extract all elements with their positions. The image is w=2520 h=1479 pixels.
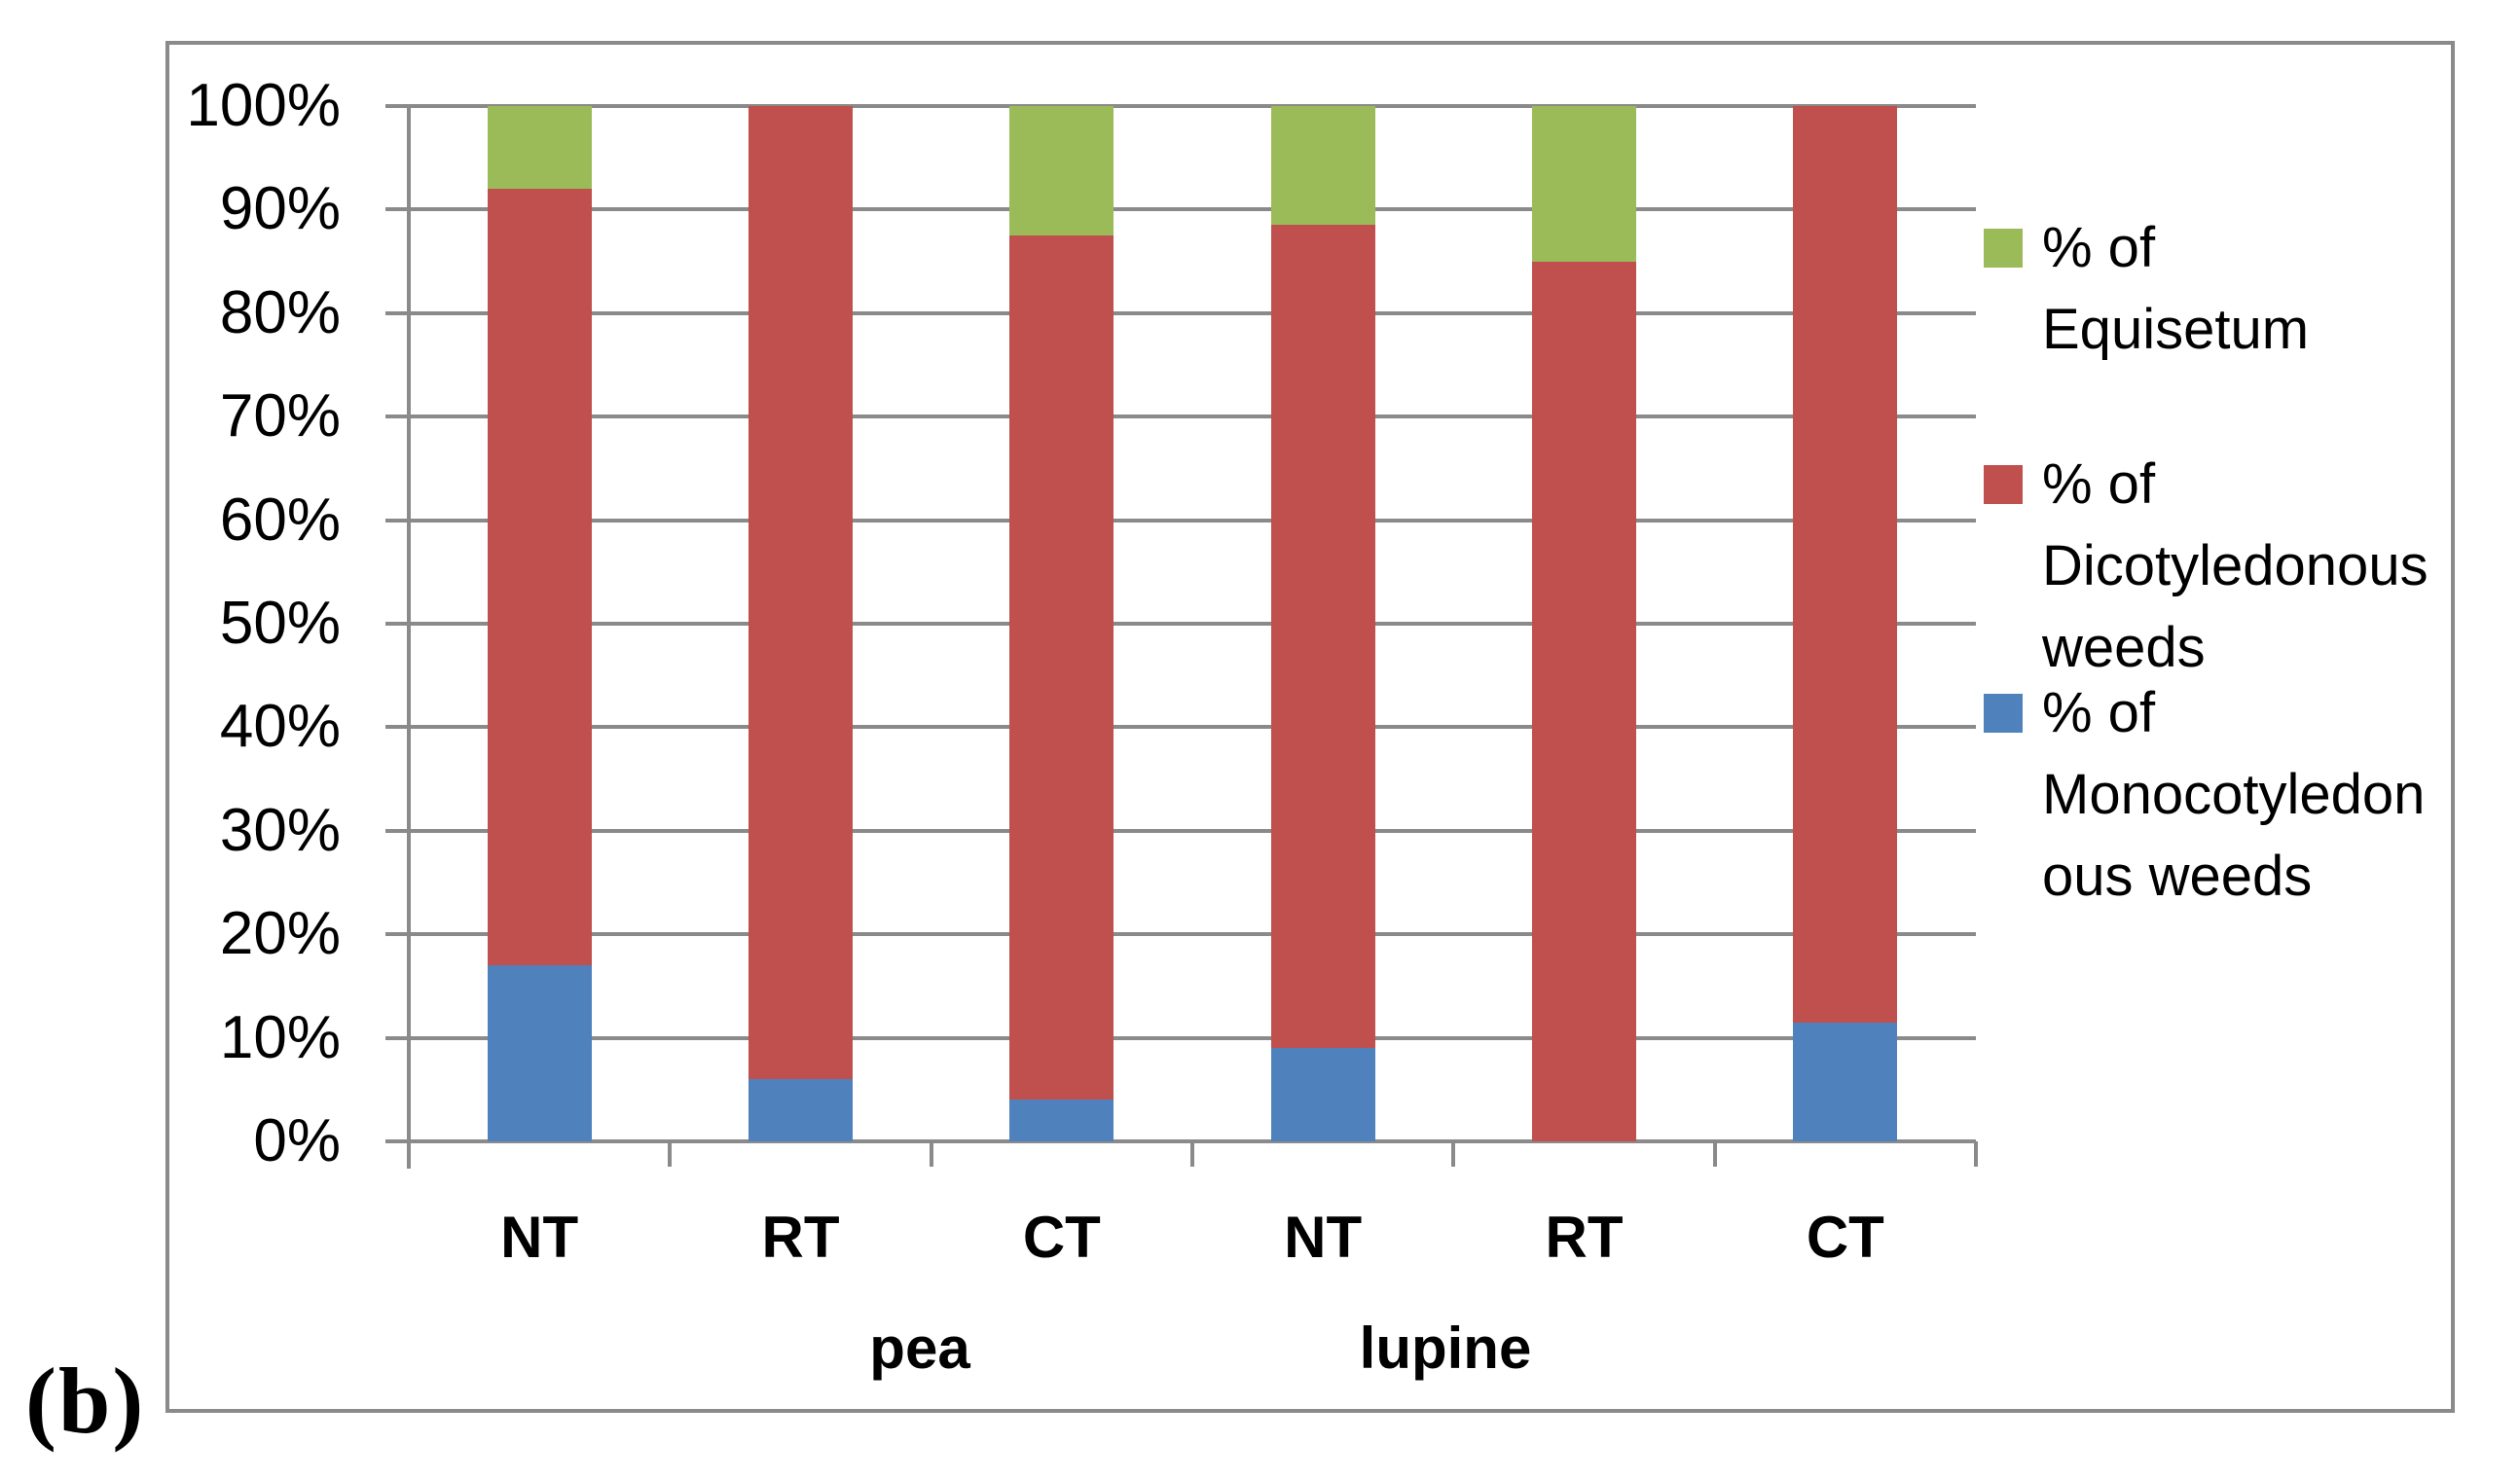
legend-swatch-icon <box>1984 465 2023 504</box>
figure-panel-label: (b) <box>25 1349 146 1453</box>
stacked-bar <box>1270 106 1375 1141</box>
bar-segment <box>749 106 853 1080</box>
category-label: CT <box>1022 1205 1101 1270</box>
bar-segment <box>749 1079 853 1141</box>
x-axis-tick <box>1190 1141 1194 1167</box>
legend-label: % of Equisetum <box>2042 216 2310 361</box>
y-axis-tick-label: 30% <box>219 796 341 864</box>
stacked-bar <box>1793 106 1898 1141</box>
y-gridline <box>385 932 1976 937</box>
y-axis-tick-label: 50% <box>219 590 341 657</box>
y-gridline <box>385 310 1976 315</box>
category-label: RT <box>1545 1205 1624 1270</box>
bar-segment <box>487 965 592 1141</box>
y-gridline <box>385 1035 1976 1040</box>
bar-segment <box>1009 106 1114 235</box>
y-gridline <box>385 415 1976 419</box>
x-axis-tick <box>1712 1141 1717 1167</box>
y-axis-tick-label: 10% <box>219 1003 341 1071</box>
bar-segment <box>1009 1100 1114 1141</box>
y-gridline <box>385 622 1976 626</box>
legend-label: % of Monocotyledon ous weeds <box>2042 681 2426 908</box>
y-axis-tick-label: 80% <box>219 278 341 346</box>
y-axis-tick-label: 20% <box>219 900 341 968</box>
y-axis-tick-label: 0% <box>253 1107 341 1174</box>
y-gridline <box>385 828 1976 833</box>
bar-segment <box>487 106 592 190</box>
bar-segment <box>487 189 592 966</box>
stacked-bar <box>1532 106 1636 1141</box>
y-gridline <box>385 518 1976 523</box>
x-axis-tick <box>668 1141 673 1167</box>
category-group-label: lupine <box>1359 1316 1532 1381</box>
y-gridline <box>385 207 1976 212</box>
legend-swatch-icon <box>1984 229 2023 268</box>
bar-segment <box>1532 261 1636 1141</box>
category-label: NT <box>500 1205 579 1270</box>
y-gridline <box>385 104 1976 108</box>
category-label: CT <box>1806 1205 1884 1270</box>
bar-segment <box>1793 106 1898 1023</box>
y-axis-line <box>407 104 411 1169</box>
category-group-label: pea <box>869 1316 970 1381</box>
y-gridline <box>385 1139 1976 1143</box>
y-axis-tick-label: 100% <box>186 72 341 139</box>
y-axis-tick-label: 90% <box>219 175 341 243</box>
y-axis-tick-label: 60% <box>219 486 341 554</box>
stacked-bar <box>487 106 592 1141</box>
bar-segment <box>1270 225 1375 1049</box>
legend-swatch-icon <box>1984 694 2023 733</box>
stacked-bar <box>1009 106 1114 1141</box>
y-axis-tick-label: 40% <box>219 693 341 761</box>
category-label: RT <box>761 1205 840 1270</box>
bar-segment <box>1532 106 1636 262</box>
x-axis-tick <box>1451 1141 1456 1167</box>
category-label: NT <box>1284 1205 1363 1270</box>
bar-segment <box>1270 1048 1375 1141</box>
legend-label: % of Dicotyledonous weeds <box>2042 452 2429 679</box>
y-gridline <box>385 725 1976 730</box>
bar-segment <box>1270 106 1375 226</box>
x-axis-tick <box>1974 1141 1978 1167</box>
y-axis-tick-label: 70% <box>219 382 341 451</box>
x-axis-tick <box>929 1141 933 1167</box>
bar-segment <box>1793 1022 1898 1141</box>
stacked-bar <box>749 106 853 1141</box>
bar-segment <box>1009 235 1114 1100</box>
